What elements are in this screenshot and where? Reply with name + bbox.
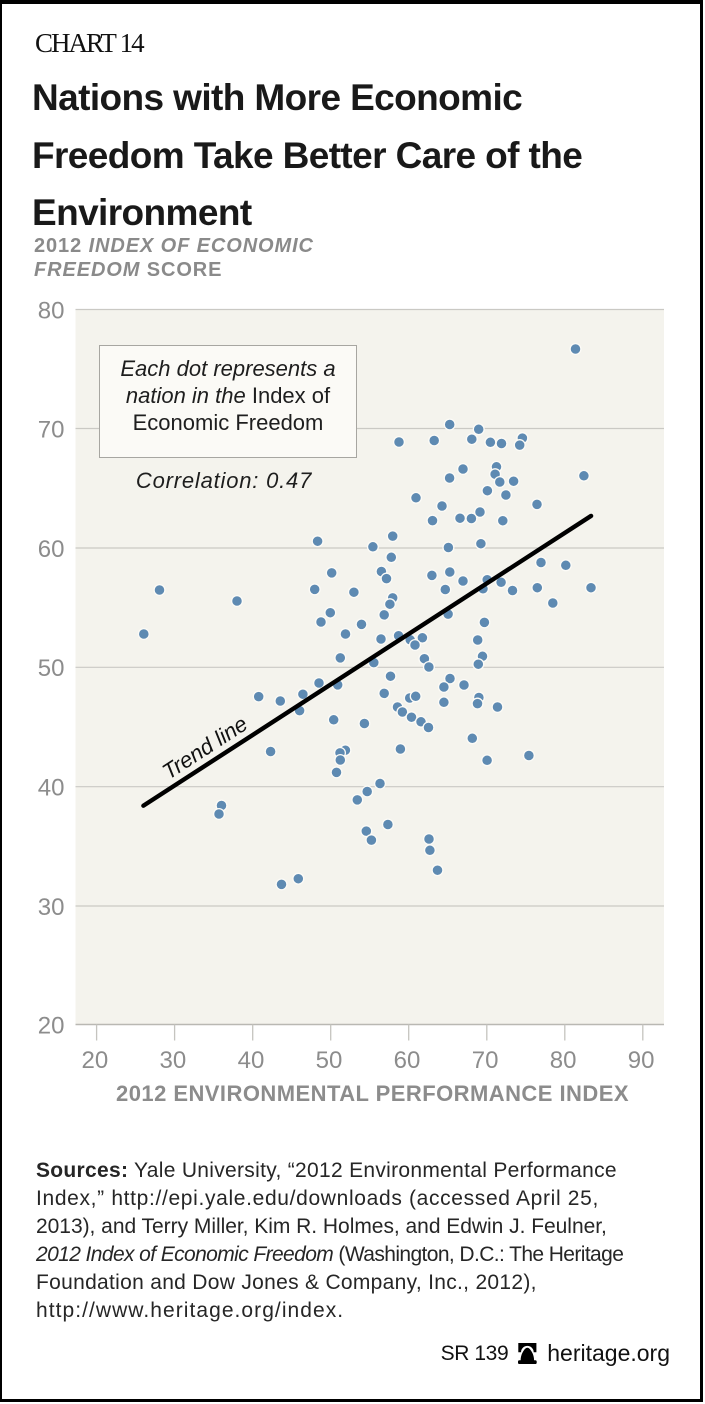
svg-text:50: 50 [316, 1047, 343, 1074]
svg-text:20: 20 [82, 1047, 109, 1074]
svg-text:70: 70 [472, 1047, 499, 1074]
svg-text:60: 60 [38, 536, 65, 563]
svg-text:30: 30 [160, 1047, 187, 1074]
svg-text:80: 80 [38, 297, 65, 324]
svg-text:50: 50 [38, 655, 65, 682]
svg-text:30: 30 [38, 894, 65, 921]
svg-text:40: 40 [238, 1047, 265, 1074]
svg-text:60: 60 [394, 1047, 421, 1074]
svg-text:40: 40 [38, 775, 65, 802]
svg-text:70: 70 [38, 416, 65, 443]
svg-text:80: 80 [550, 1047, 577, 1074]
svg-text:20: 20 [38, 1012, 65, 1039]
svg-text:90: 90 [628, 1047, 655, 1074]
